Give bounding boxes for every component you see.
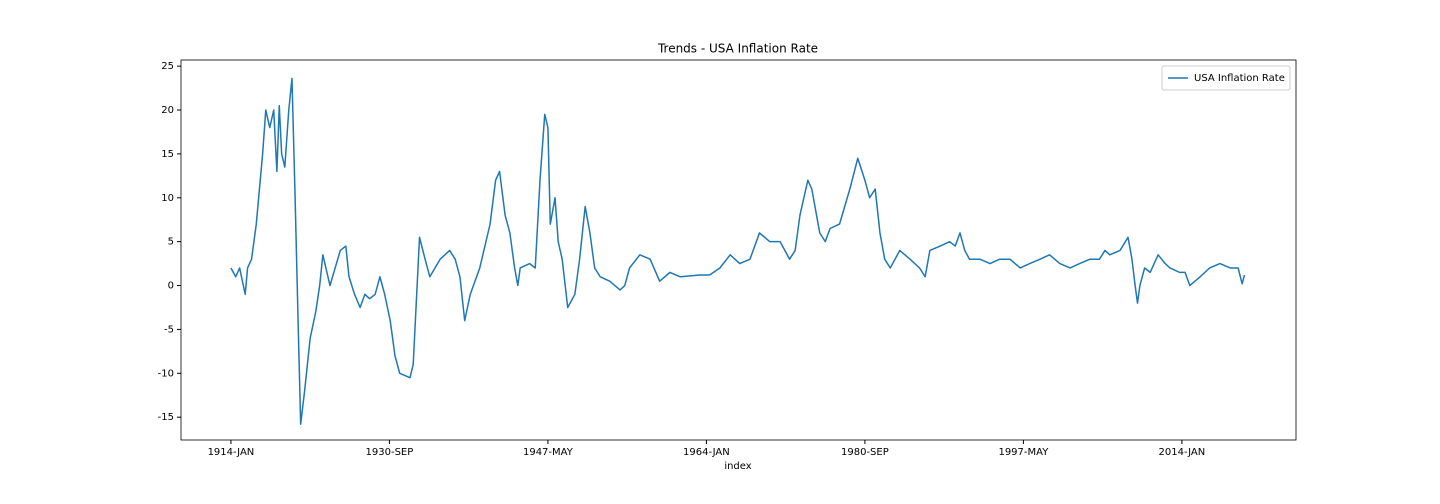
legend-label: USA Inflation Rate	[1194, 73, 1285, 84]
x-tick-label: 1980-SEP	[841, 447, 889, 458]
plot-frame	[180, 59, 1297, 441]
x-axis-label: index	[724, 461, 751, 472]
legend-box	[1161, 65, 1291, 91]
x-tick-label: 1964-JAN	[683, 447, 730, 458]
x-tick-label: 1947-MAY	[523, 447, 574, 458]
y-tick-label: 5	[168, 237, 174, 248]
y-tick-label: 15	[161, 149, 174, 160]
y-tick-label: 0	[168, 281, 174, 292]
y-tick-label: 20	[161, 105, 174, 116]
y-tick-label: -5	[164, 324, 174, 335]
y-tick-label: -15	[158, 412, 174, 423]
x-tick-label: 1930-SEP	[366, 447, 414, 458]
y-tick-label: -10	[158, 368, 174, 379]
line	[230, 77, 1246, 425]
x-tick-label: 1914-JAN	[208, 447, 255, 458]
x-tick-label: 1997-MAY	[998, 447, 1049, 458]
chart-title: Trends - USA Inflation Rate	[657, 42, 818, 56]
y-tick-label: 10	[161, 193, 174, 204]
y-tick-label: 25	[161, 61, 174, 72]
x-tick-label: 2014-JAN	[1159, 447, 1206, 458]
